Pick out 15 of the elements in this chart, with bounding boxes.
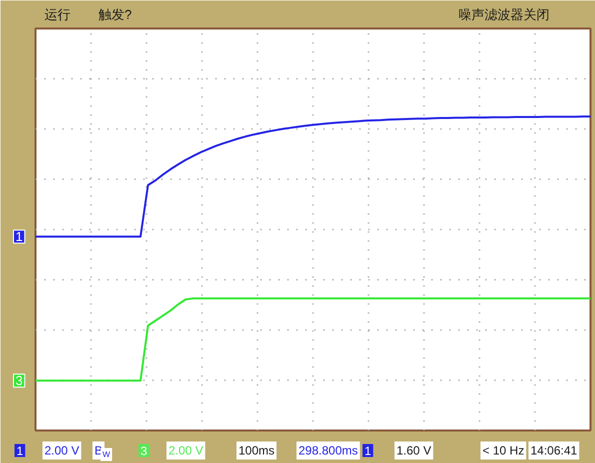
text: 触发? bbox=[98, 7, 132, 22]
text: 100ms bbox=[238, 444, 275, 458]
text: 14:06:41 bbox=[530, 444, 578, 458]
text: 2.00 V bbox=[44, 444, 80, 458]
text: 298.800ms bbox=[298, 444, 358, 458]
series-label: 3 bbox=[16, 373, 23, 388]
text: 1 bbox=[16, 444, 24, 458]
text: 运行 bbox=[44, 7, 70, 22]
text: 2.00 V bbox=[168, 444, 204, 458]
text: 噪声滤波器关闭 bbox=[458, 7, 550, 22]
text: < 10 Hz bbox=[482, 444, 524, 458]
text: 3 bbox=[140, 444, 148, 458]
text: 1.60 V bbox=[396, 444, 432, 458]
text: 1 bbox=[364, 444, 372, 458]
series-label: 1 bbox=[16, 229, 23, 244]
